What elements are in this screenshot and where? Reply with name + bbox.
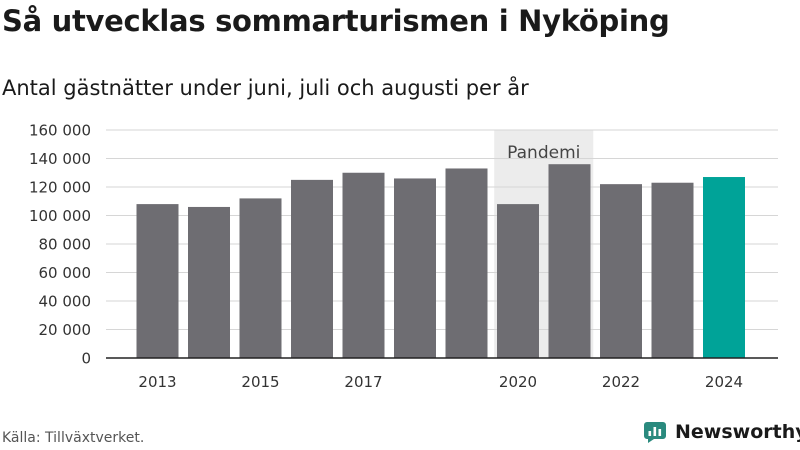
bar-2014 [188, 206, 230, 358]
brand-logo[interactable]: Newsworthy [644, 421, 800, 443]
bar-2022 [600, 184, 642, 358]
bar-2021 [548, 164, 591, 358]
y-tick-label: 40 000 [39, 293, 92, 311]
x-tick-label: 2022 [602, 373, 640, 391]
y-tick-label: 120 000 [29, 179, 91, 197]
y-tick-label: 160 000 [29, 122, 91, 140]
bar-2016 [291, 179, 333, 358]
pandemic-annotation: Pandemi [507, 143, 580, 163]
newsworthy-chat-bars-icon [644, 422, 666, 443]
y-tick-label: 0 [81, 350, 91, 368]
y-tick-label: 100 000 [29, 207, 91, 225]
y-tick-label: 140 000 [29, 150, 91, 168]
x-tick-label: 2024 [705, 373, 743, 391]
brand-name: Newsworthy [675, 421, 800, 443]
x-tick-label: 2017 [344, 373, 382, 391]
bar-2015 [239, 198, 282, 358]
y-tick-label: 20 000 [39, 321, 92, 339]
bar-2013 [136, 204, 179, 358]
source-note: Källa: Tillväxtverket. [2, 430, 145, 446]
x-tick-label: 2020 [499, 373, 537, 391]
x-tick-label: 2015 [241, 373, 279, 391]
x-tick-label: 2013 [138, 373, 176, 391]
y-tick-label: 80 000 [39, 236, 92, 254]
bar-2019 [445, 168, 488, 358]
bar-2024 [703, 177, 745, 358]
bar-2017 [342, 172, 385, 358]
bar-2023 [651, 182, 694, 358]
chart-title: Så utvecklas sommarturismen i Nyköping [2, 4, 670, 38]
chart-subtitle: Antal gästnätter under juni, juli och au… [2, 76, 529, 100]
bar-2020 [497, 204, 539, 358]
bar-2018 [394, 178, 436, 358]
y-tick-label: 60 000 [39, 264, 92, 282]
